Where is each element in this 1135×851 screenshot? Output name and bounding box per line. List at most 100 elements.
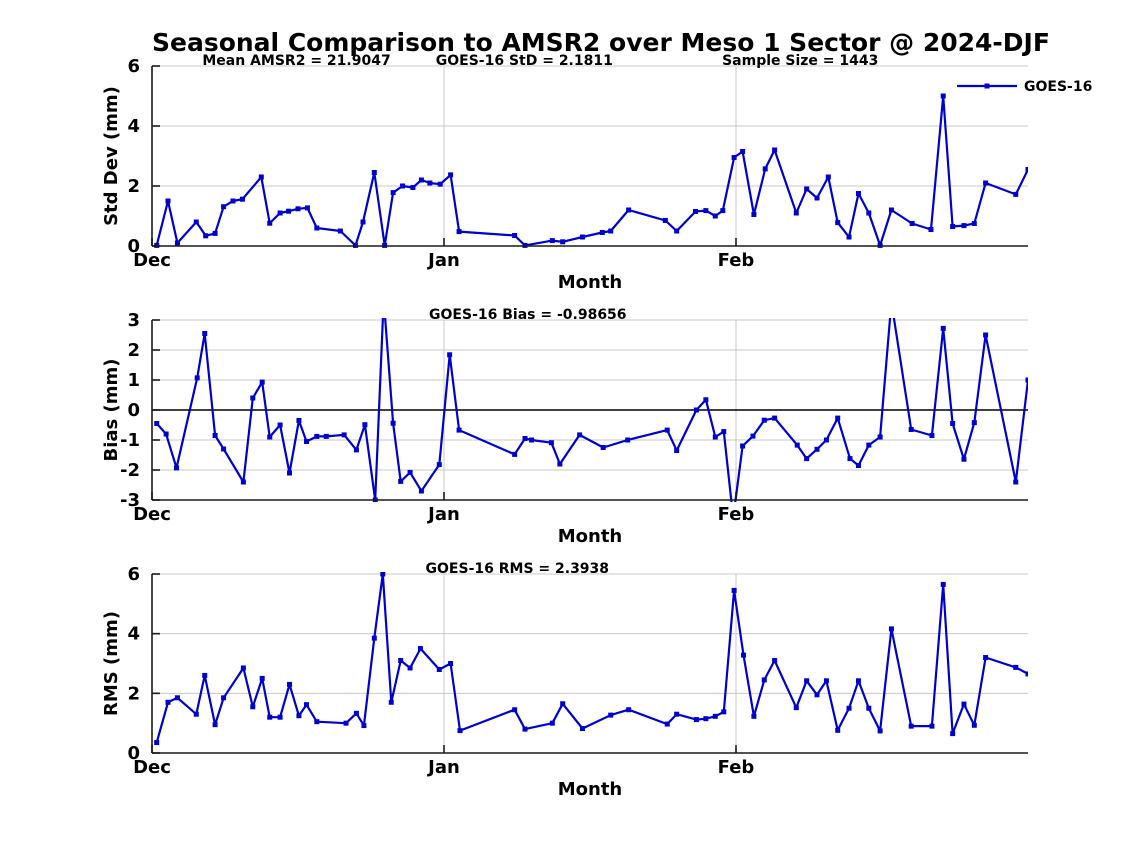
- data-point-marker: [866, 210, 872, 216]
- data-point-marker: [825, 174, 831, 180]
- data-point-marker: [804, 678, 810, 684]
- data-point-marker: [626, 207, 632, 213]
- data-point-marker: [522, 436, 528, 441]
- data-point-marker: [731, 155, 737, 160]
- data-point-marker: [380, 572, 386, 577]
- data-point-marker: [740, 149, 746, 154]
- bias-subplot: -3 -2 -1 0 1 2 3 Dec Jan Feb Bias (mm) Month GOES-16…: [101, 307, 1028, 547]
- data-point-marker: [814, 195, 820, 201]
- data-point-marker: [221, 204, 227, 210]
- data-point-marker: [267, 714, 273, 720]
- series-line: [155, 94, 1028, 247]
- y-tick-label: -1: [120, 430, 140, 451]
- data-point-marker: [549, 720, 555, 726]
- x-tick-label: Feb: [718, 250, 755, 271]
- data-point-marker: [437, 181, 443, 187]
- data-point-marker: [674, 448, 680, 453]
- data-point-marker: [703, 716, 709, 722]
- data-point-marker: [877, 728, 883, 734]
- data-point-marker: [835, 220, 841, 226]
- data-point-marker: [804, 186, 810, 192]
- y-tick-label: -3: [120, 490, 140, 511]
- data-point-marker: [608, 228, 614, 234]
- data-point-marker: [258, 174, 264, 180]
- data-point-marker: [154, 740, 160, 746]
- y-tick-label: 3: [127, 310, 140, 331]
- data-point-marker: [529, 437, 535, 443]
- data-point-marker: [961, 701, 967, 707]
- data-point-marker: [662, 218, 668, 223]
- data-point-marker: [398, 658, 404, 664]
- data-point-marker: [314, 433, 320, 439]
- data-point-marker: [173, 465, 179, 471]
- y-tick-label: -2: [120, 460, 140, 481]
- data-point-marker: [418, 177, 424, 183]
- data-point-marker: [692, 209, 698, 214]
- data-point-marker: [929, 723, 935, 729]
- data-point-marker: [448, 172, 454, 178]
- x-axis-label: Month: [558, 272, 623, 293]
- data-point-marker: [512, 451, 518, 457]
- data-point-marker: [323, 433, 329, 439]
- data-point-marker: [304, 205, 310, 211]
- legend-label: GOES-16: [1024, 79, 1092, 95]
- data-point-marker: [940, 93, 946, 99]
- data-point-marker: [761, 677, 767, 683]
- data-point-marker: [287, 470, 293, 476]
- data-point-marker: [212, 433, 218, 438]
- data-point-marker: [971, 722, 977, 728]
- data-point-marker: [888, 626, 894, 632]
- data-point-marker: [436, 462, 442, 468]
- data-point-marker: [259, 379, 265, 385]
- y-tick-label: 2: [127, 176, 140, 197]
- data-point-marker: [741, 652, 747, 658]
- data-point-marker: [193, 219, 199, 225]
- data-point-marker: [165, 198, 171, 204]
- data-point-marker: [230, 198, 236, 204]
- data-point-marker: [353, 710, 359, 716]
- data-point-marker: [427, 180, 433, 186]
- data-point-marker: [560, 239, 566, 245]
- data-point-marker: [950, 224, 956, 229]
- data-point-marker: [712, 713, 718, 719]
- data-point-marker: [823, 437, 829, 443]
- data-point-marker: [1013, 664, 1019, 670]
- stat-annotation: GOES-16 RMS = 2.3938: [426, 561, 610, 577]
- data-point-marker: [267, 220, 273, 226]
- y-axis-label: Bias (mm): [101, 359, 122, 462]
- data-point-marker: [1013, 191, 1019, 197]
- data-point-marker: [522, 726, 528, 732]
- data-point-marker: [626, 707, 632, 713]
- data-point-marker: [793, 210, 799, 216]
- data-point-marker: [720, 208, 726, 214]
- data-point-marker: [693, 717, 699, 723]
- data-point-marker: [221, 695, 227, 701]
- data-point-marker: [303, 702, 309, 708]
- data-point-marker: [193, 711, 199, 717]
- data-point-marker: [674, 228, 680, 234]
- data-point-marker: [971, 221, 977, 226]
- data-point-marker: [961, 223, 967, 229]
- y-tick-label: 0: [127, 236, 140, 257]
- data-point-marker: [259, 675, 265, 681]
- data-point-marker: [337, 228, 343, 234]
- data-point-marker: [721, 709, 727, 715]
- data-point-marker: [888, 207, 894, 213]
- data-point-marker: [456, 229, 462, 235]
- data-point-marker: [600, 445, 606, 450]
- data-point-marker: [221, 446, 227, 452]
- data-point-marker: [548, 440, 554, 446]
- data-point-marker: [362, 422, 368, 428]
- data-point-marker: [240, 665, 246, 671]
- data-point-marker: [360, 219, 366, 225]
- x-axis-label: Month: [558, 779, 623, 800]
- y-tick-label: 0: [127, 743, 140, 764]
- y-tick-label: 4: [127, 116, 140, 137]
- data-point-marker: [287, 681, 293, 687]
- data-point-marker: [410, 185, 416, 190]
- data-point-marker: [740, 443, 746, 449]
- data-point-marker: [751, 713, 757, 719]
- goes-16-series: [154, 318, 1028, 502]
- data-point-marker: [341, 432, 347, 438]
